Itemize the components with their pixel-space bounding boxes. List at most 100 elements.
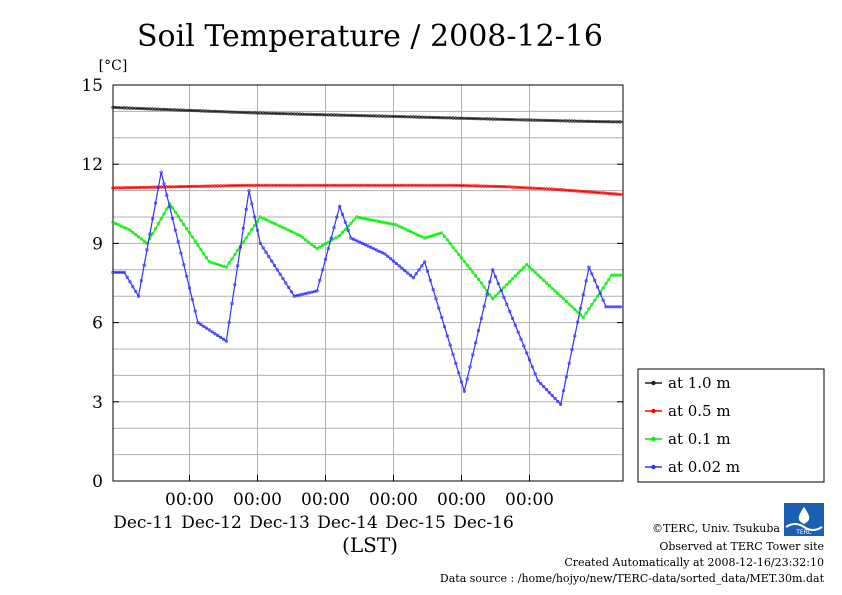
series-point	[533, 372, 537, 376]
series-point	[216, 109, 220, 114]
series-point	[168, 205, 172, 209]
series-point	[618, 120, 622, 124]
series-point	[369, 183, 373, 187]
series-point	[522, 118, 526, 122]
series-point	[360, 216, 364, 220]
series-point	[142, 239, 146, 243]
x-axis: 00:00 Dec-11 00:00 Dec-12 00:00 Dec-13 00:00 De…	[113, 475, 554, 533]
series-point	[323, 242, 328, 246]
series-point	[556, 187, 560, 192]
series-point	[442, 234, 447, 238]
series-point	[134, 289, 138, 294]
series-point	[474, 341, 478, 345]
series-point	[542, 278, 546, 283]
series-point	[131, 230, 135, 234]
series-point	[352, 113, 356, 117]
series-point	[527, 358, 532, 362]
series-point	[420, 264, 424, 268]
series-point	[488, 184, 492, 188]
series-point	[352, 218, 356, 222]
x-tick-date: Dec-13	[249, 513, 310, 533]
series-point	[570, 347, 574, 352]
plot-frame	[112, 84, 624, 482]
series-point	[357, 240, 362, 244]
series-point	[607, 305, 611, 309]
series-point	[550, 286, 554, 290]
series-point	[417, 268, 421, 272]
series-point	[363, 217, 367, 221]
series-point	[369, 114, 373, 118]
series-point	[131, 106, 135, 110]
series-point	[471, 270, 475, 274]
series-point	[437, 115, 441, 120]
series-point	[576, 310, 580, 314]
series-point	[156, 186, 160, 190]
series-point	[414, 272, 418, 276]
series-point	[394, 223, 398, 227]
series-point	[411, 115, 415, 119]
series-point	[615, 192, 619, 196]
series-point	[292, 231, 296, 235]
series-point	[233, 184, 237, 188]
copyright-text: ©TERC, Univ. Tsukuba	[652, 522, 780, 535]
series-point	[587, 307, 591, 311]
y-tick-label: 6	[92, 314, 103, 334]
series-point	[499, 289, 503, 293]
series-point	[573, 189, 577, 193]
series-point	[270, 259, 274, 263]
series-point	[374, 248, 379, 252]
series-point	[176, 240, 180, 244]
series-point	[564, 119, 568, 123]
series-point	[394, 114, 398, 119]
series-point	[173, 108, 177, 112]
series-point	[343, 113, 347, 117]
x-tick-time: 00:00	[505, 490, 554, 510]
series-point	[425, 269, 430, 273]
series-point	[462, 184, 466, 188]
series-point	[287, 285, 291, 290]
series-point	[241, 110, 245, 115]
legend-label: at 0.02 m	[668, 458, 740, 476]
series-point	[236, 264, 240, 268]
series-point	[406, 228, 410, 232]
series-point	[224, 110, 228, 114]
series-point	[533, 270, 537, 275]
series-point	[165, 193, 169, 197]
series-point	[139, 106, 143, 111]
series-point	[281, 226, 285, 230]
series-point	[590, 190, 594, 194]
series-point	[561, 389, 566, 393]
series-point	[547, 284, 551, 288]
series-point	[117, 223, 121, 227]
series-point	[318, 245, 322, 249]
series-point	[527, 265, 532, 269]
series-point	[284, 183, 288, 187]
series-point	[230, 301, 234, 306]
series-point	[156, 107, 160, 111]
series-point	[332, 226, 336, 230]
series-point	[595, 294, 600, 298]
series-point	[292, 294, 296, 298]
series-point	[394, 183, 398, 187]
series-point	[162, 182, 166, 186]
series-point	[598, 191, 602, 195]
legend-marker	[651, 380, 656, 386]
series-point	[522, 265, 526, 270]
series-point	[615, 305, 619, 309]
series-point	[219, 263, 223, 268]
series-point	[547, 118, 551, 123]
series-point	[471, 353, 475, 357]
series-point	[590, 303, 594, 307]
series-point	[170, 216, 175, 220]
series-point	[544, 388, 549, 392]
series-point	[196, 243, 200, 247]
series-point	[400, 226, 404, 230]
series-point	[338, 233, 342, 238]
y-tick-label: 9	[92, 234, 103, 254]
series-point	[145, 248, 149, 252]
series-point	[179, 251, 183, 255]
series-point	[202, 324, 206, 328]
series-point	[601, 298, 605, 302]
series-point	[207, 328, 211, 332]
series-point	[233, 110, 237, 114]
